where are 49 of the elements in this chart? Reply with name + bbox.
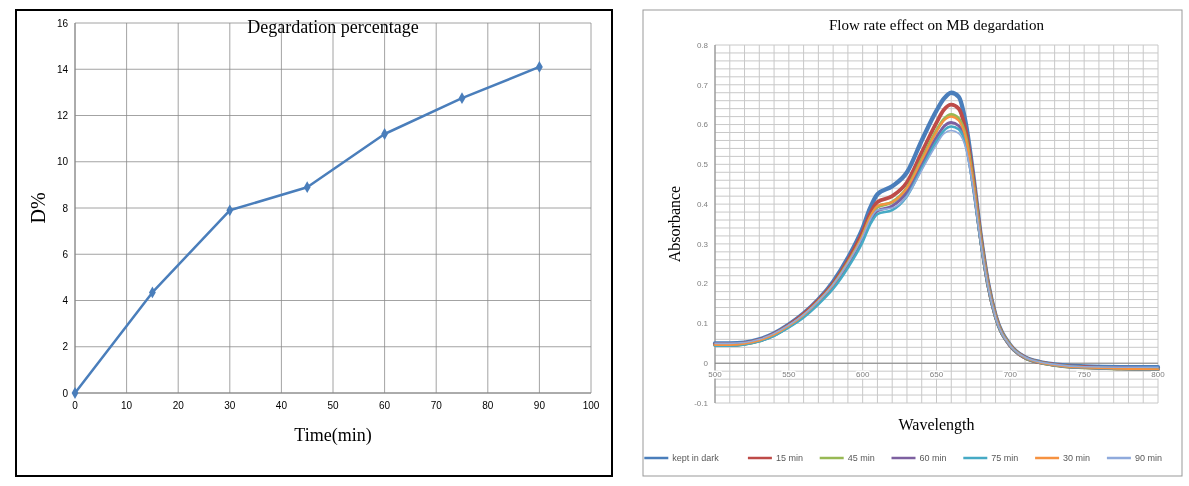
y-tick-label: 0.6 [696,120,709,130]
x-axis-title: Time(min) [294,425,372,446]
chart-title: Flow rate effect on MB degardation [828,17,1045,33]
legend-label: 60 min [919,453,947,464]
y-tick-label: 6 [62,248,69,260]
y-tick-label: 2 [62,341,69,353]
y-tick-label: 0 [62,387,69,399]
x-tick-label: 550 [782,370,797,380]
y-tick-label: -0.1 [694,398,709,408]
y-tick-label: 8 [62,202,69,214]
y-tick-label: 10 [56,156,69,168]
y-tick-label: 0.2 [696,279,709,289]
x-tick-label: 80 [482,400,494,411]
x-tick-label: 750 [1077,370,1092,380]
y-tick-label: 0.1 [696,319,709,329]
x-tick-label: 100 [582,400,600,411]
y-tick-label: 0.7 [696,80,709,90]
y-tick-label: 0.4 [696,199,709,209]
x-tick-label: 0 [72,400,79,411]
legend-label: 15 min [775,453,803,464]
legend-label: kept in dark [672,453,720,464]
y-tick-label: 0.8 [696,40,709,50]
x-tick-label: 600 [855,370,870,380]
y-axis-title: Absorbance [666,185,683,263]
x-tick-label: 40 [275,400,288,411]
x-tick-label: 650 [929,370,944,380]
x-tick-label: 10 [121,400,133,411]
x-tick-label: 20 [172,400,185,411]
y-axis-title: D% [27,192,49,224]
y-tick-label: 16 [56,17,69,29]
legend-label: 90 min [1134,453,1162,464]
x-tick-label: 60 [379,400,391,411]
y-tick-label: 0 [703,359,709,369]
x-axis-title: Wavelength [898,416,975,434]
x-tick-label: 800 [1151,370,1166,380]
y-tick-label: 0.5 [696,160,709,170]
x-tick-label: 70 [430,400,443,411]
y-tick-label: 0.3 [696,239,709,249]
chart-title: Degardation percentage [247,17,419,37]
legend-label: 45 min [847,453,875,464]
x-tick-label: 50 [327,400,339,411]
y-tick-label: 4 [62,295,69,306]
y-tick-label: 12 [56,110,69,121]
x-tick-label: 30 [224,400,236,411]
legend-label: 30 min [1063,453,1091,464]
x-tick-label: 90 [533,400,546,411]
y-tick-label: 14 [56,63,69,75]
x-tick-label: 700 [1003,370,1018,380]
legend-label: 75 min [991,453,1019,464]
